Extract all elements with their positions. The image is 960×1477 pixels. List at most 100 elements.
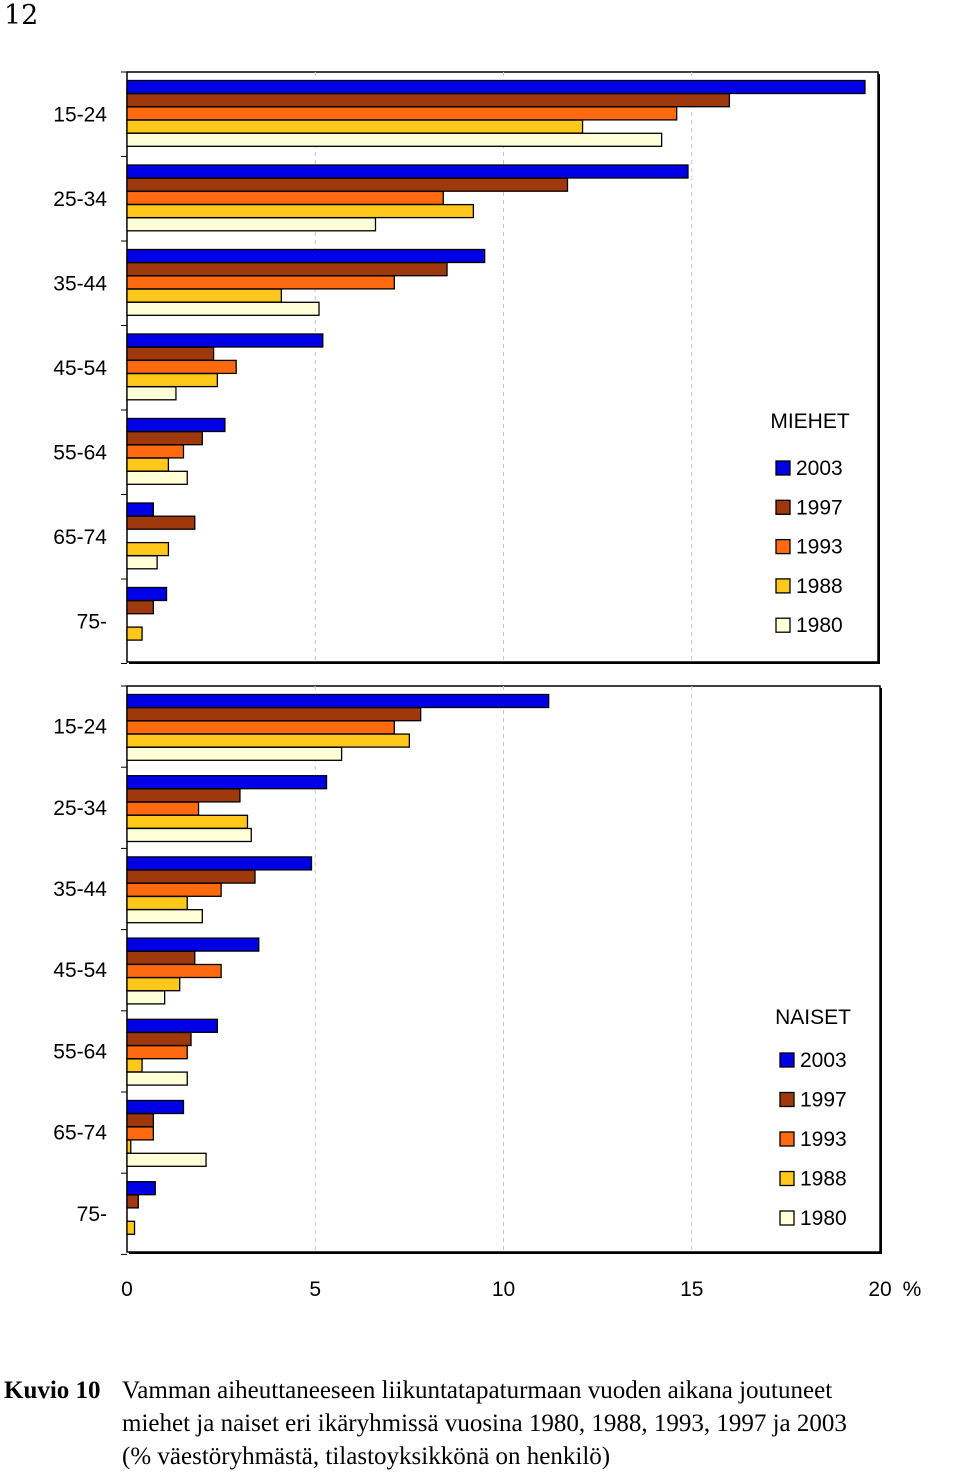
panel-2-bar-1997	[126, 707, 422, 722]
panel-1-bar-2003	[126, 417, 226, 433]
caption-line-3: (% väestöryhmästä, tilastoyksikkönä on h…	[122, 1443, 611, 1470]
panel-1-bar-1997	[126, 262, 448, 277]
panel-1-bar-1997	[126, 93, 731, 108]
panel-1-bar-1997	[126, 431, 203, 446]
panel-1-bar-1980	[126, 132, 663, 147]
panel-1-bar-1980	[126, 470, 188, 485]
panel-1-category-label: 25-34	[53, 188, 107, 211]
panel-1-category-label: 55-64	[53, 441, 107, 464]
panel-2-legend-label-1988: 1988	[800, 1168, 847, 1191]
panel-2-category-label: 25-34	[53, 797, 107, 820]
panel-1-legend-swatch-2003	[775, 460, 791, 476]
panel-1-category-label: 35-44	[53, 272, 107, 295]
panel-2-frame-shadow-bottom	[129, 1252, 882, 1254]
panel-2-category-label: 55-64	[53, 1040, 107, 1063]
x-tick-label: 5	[309, 1278, 321, 1301]
panel-2-legend-label-1980: 1980	[800, 1207, 847, 1230]
panel-2-bar-1980	[126, 827, 252, 843]
panel-1-bar-1993	[126, 275, 395, 290]
panel-2-bar-1993	[126, 882, 222, 897]
panel-2-bar-1997	[126, 1113, 155, 1128]
panel-2-bar-2003	[126, 1181, 156, 1196]
panel-1-bar-2003	[126, 248, 486, 264]
panel-1-bar-2003	[126, 333, 324, 348]
caption-line-1: Vamman aiheuttaneeseen liikuntatapaturma…	[122, 1377, 833, 1404]
panel-1-bar-1993	[126, 190, 444, 206]
panel-2-bar-1997	[126, 1031, 192, 1047]
panel-2-bar-1993	[126, 963, 222, 979]
panel-2-legend-swatch-1997	[779, 1091, 795, 1108]
x-tick-label: 0	[121, 1278, 133, 1301]
panel-1-bar-1980	[126, 217, 377, 232]
panel-1-bar-1988	[126, 288, 283, 303]
x-tick-label: 20	[868, 1278, 891, 1301]
panel-1-legend-label-1993: 1993	[796, 536, 843, 559]
panel-1-legend-title: MIEHET	[770, 410, 850, 433]
panel-1-category-label: 65-74	[53, 526, 107, 549]
panel-1-bar-1997	[126, 515, 196, 530]
panel-1-bar-1988	[126, 541, 170, 557]
panel-1-bar-2003	[126, 164, 689, 179]
panel-1-legend-swatch-1993	[775, 538, 791, 555]
panel-2-bar-1997	[126, 950, 196, 965]
panel-2-frame-shadow-right	[880, 688, 882, 1254]
panel-2-bar-1988	[126, 1220, 136, 1235]
bar-charts: 15-24 25-34 35-44 45-54 55-64 65-74 75- MIEHET 2…	[53, 71, 921, 1301]
panel-2-bar-2003	[126, 693, 550, 709]
panel-2-bar-1988	[126, 977, 181, 992]
panel-2-legend-label-1993: 1993	[800, 1128, 847, 1151]
panel-2-bar-1980	[126, 746, 343, 761]
panel-2-bar-2003	[126, 775, 328, 790]
panel-1-bar-1993	[126, 444, 185, 459]
panel-2-legend-swatch-2003	[779, 1052, 795, 1068]
panel-2-bar-1988	[126, 814, 249, 829]
panel-2-bar-1997	[126, 1194, 139, 1209]
panel-2-category-label: 15-24	[53, 716, 107, 739]
panel-1-category-label: 75-	[77, 610, 107, 633]
panel-1-bar-1980	[126, 555, 158, 570]
panel-2-bar-1993	[126, 1126, 155, 1141]
panel-1-legend-label-1980: 1980	[796, 614, 843, 637]
panel-2-category-label: 75-	[77, 1203, 107, 1226]
panel-1-bar-1980	[126, 386, 177, 401]
panel-1-bar-1988	[126, 119, 584, 134]
panel-1-bar-1988	[126, 372, 219, 388]
panel-2-bar-1980	[126, 909, 203, 924]
panel-2-bar-1988	[126, 1139, 132, 1154]
panel-1-bar-1988	[126, 626, 143, 641]
panel-2-bar-1997	[126, 869, 256, 884]
panel-1-bar-1993	[126, 106, 678, 121]
panel-1-bar-1988	[126, 203, 475, 219]
panel-1-bar-1980	[126, 301, 320, 316]
panel-1-bar-1997	[126, 346, 215, 361]
panel-2-bar-1988	[126, 733, 411, 748]
panel-2-bar-2003	[126, 937, 260, 952]
panel-1-category-label: 45-54	[53, 357, 107, 380]
panel-2-legend-title: NAISET	[775, 1006, 851, 1029]
panel-1-bar-1993	[126, 359, 237, 375]
panel-1-plot-frame	[126, 71, 879, 663]
panel-2-legend-swatch-1993	[779, 1131, 795, 1147]
panel-2-bar-2003	[126, 1018, 219, 1033]
panel-2-category-label: 45-54	[53, 959, 107, 982]
panel-1-bar-2003	[126, 502, 155, 517]
panel-1-frame-shadow-right	[878, 74, 880, 664]
panel-2-bar-1997	[126, 788, 241, 803]
panel-1-legend-swatch-1980	[775, 617, 791, 633]
panel-1-legend-swatch-1988	[775, 578, 791, 594]
panel-2-bar-1980	[126, 1152, 207, 1167]
x-tick-label: 15	[680, 1278, 703, 1301]
panel-2-category-label: 35-44	[53, 878, 107, 901]
panel-1-bar-1988	[126, 457, 170, 472]
panel-2-legend-label-2003: 2003	[800, 1049, 847, 1072]
panel-2-chart: 15-24 25-34 35-44 45-54 55-64 65-74 75- NAISET 2…	[53, 685, 882, 1255]
caption-label: Kuvio 10	[4, 1377, 101, 1404]
panel-1-chart: 15-24 25-34 35-44 45-54 55-64 65-74 75- MIEHET 2…	[53, 71, 880, 664]
panel-2-legend-swatch-1988	[779, 1170, 795, 1187]
panel-1-legend-label-1997: 1997	[796, 496, 843, 519]
panel-1-legend-swatch-1997	[775, 499, 791, 515]
panel-2-bar-1993	[126, 801, 200, 816]
panel-2-legend-swatch-1980	[779, 1210, 795, 1226]
panel-2-bar-1980	[126, 1071, 188, 1086]
panel-1-bar-2003	[126, 586, 168, 602]
